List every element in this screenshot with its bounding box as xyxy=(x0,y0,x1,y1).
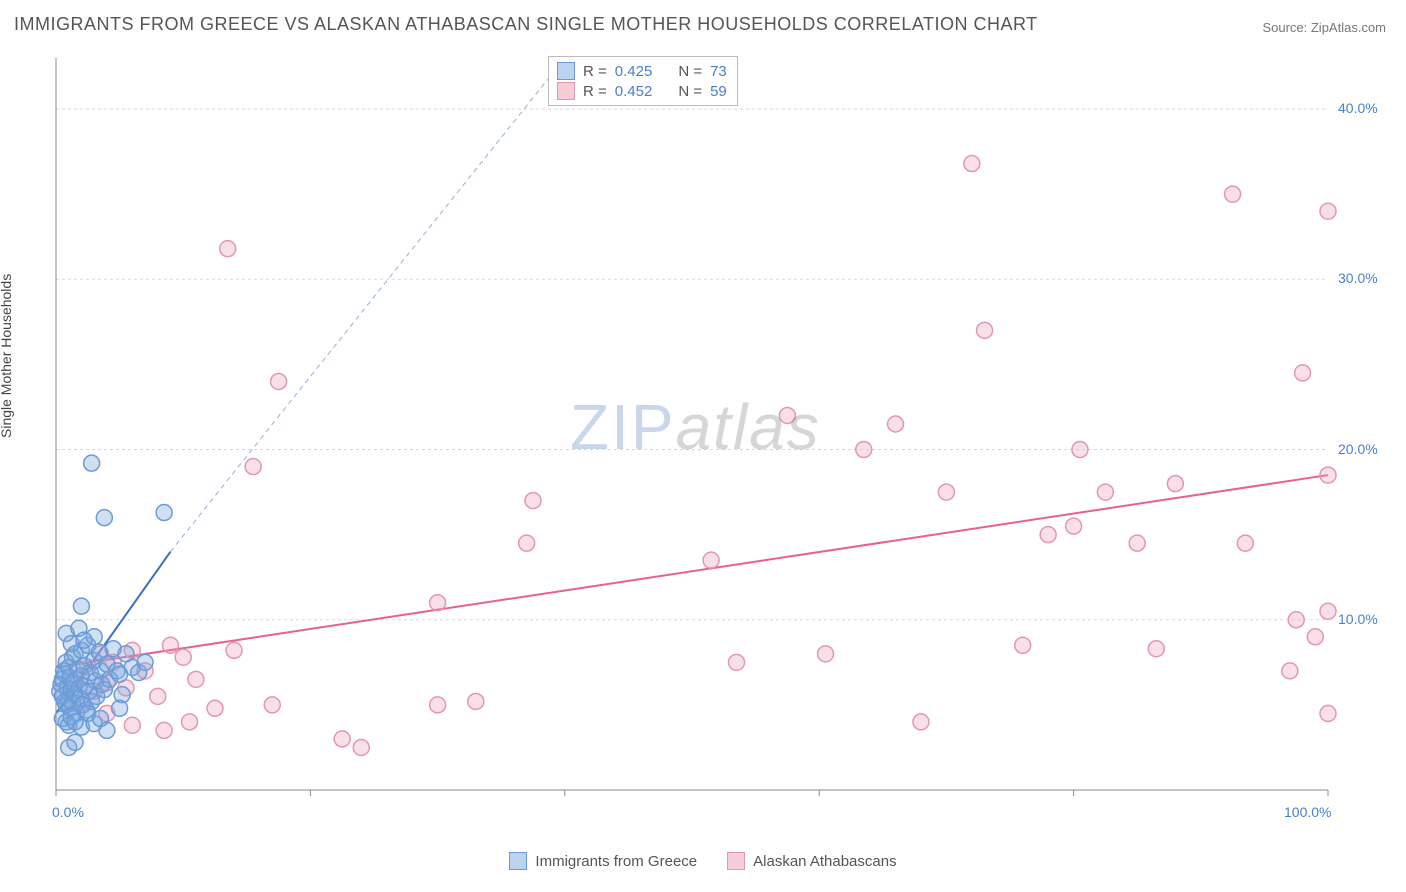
plot-area xyxy=(50,50,1390,830)
n-label: N = xyxy=(678,83,702,100)
axis-tick-label: 0.0% xyxy=(52,804,84,820)
axis-tick-label: 100.0% xyxy=(1284,804,1331,820)
swatch-series-0 xyxy=(557,62,575,80)
legend-item-1: Alaskan Athabascans xyxy=(727,852,896,870)
n-label: N = xyxy=(678,63,702,80)
r-label: R = xyxy=(583,63,607,80)
r-value-0: 0.425 xyxy=(615,63,653,80)
r-label: R = xyxy=(583,83,607,100)
n-value-0: 73 xyxy=(710,63,727,80)
legend-item-0: Immigrants from Greece xyxy=(509,852,697,870)
y-axis-label: Single Mother Households xyxy=(0,274,14,438)
swatch-series-1 xyxy=(727,852,745,870)
stats-row-1: R = 0.452 N = 59 xyxy=(557,81,727,101)
axis-tick-label: 20.0% xyxy=(1338,441,1378,457)
legend-label-0: Immigrants from Greece xyxy=(535,853,697,870)
axis-tick-label: 30.0% xyxy=(1338,270,1378,286)
n-value-1: 59 xyxy=(710,83,727,100)
legend-label-1: Alaskan Athabascans xyxy=(753,853,896,870)
swatch-series-0 xyxy=(509,852,527,870)
chart-title: IMMIGRANTS FROM GREECE VS ALASKAN ATHABA… xyxy=(14,14,1038,35)
swatch-series-1 xyxy=(557,82,575,100)
axis-tick-label: 10.0% xyxy=(1338,611,1378,627)
chart-svg xyxy=(50,50,1390,830)
stats-legend: R = 0.425 N = 73 R = 0.452 N = 59 xyxy=(548,56,738,106)
axis-tick-label: 40.0% xyxy=(1338,100,1378,116)
source-label: Source: ZipAtlas.com xyxy=(1262,20,1386,35)
bottom-legend: Immigrants from Greece Alaskan Athabasca… xyxy=(0,852,1406,870)
r-value-1: 0.452 xyxy=(615,83,653,100)
stats-row-0: R = 0.425 N = 73 xyxy=(557,61,727,81)
